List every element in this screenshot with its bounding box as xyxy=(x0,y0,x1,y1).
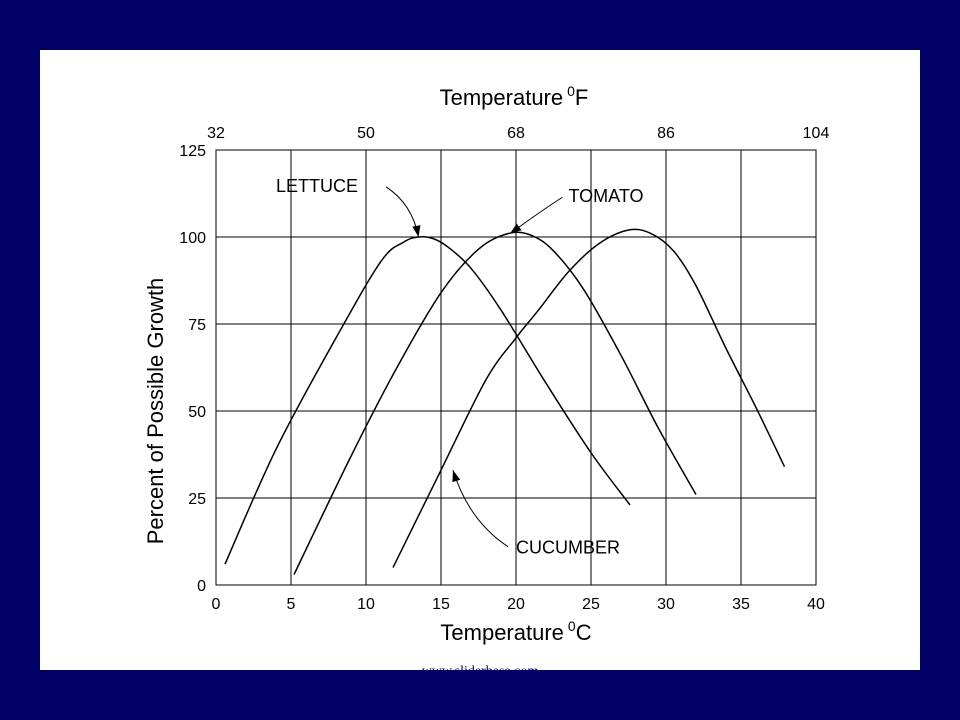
x-tick-label: 30 xyxy=(657,596,675,613)
x-tick-label: 5 xyxy=(287,596,296,613)
y-tick-label: 75 xyxy=(188,317,206,334)
top-axis-tick-labels: 32 50 68 86 104 xyxy=(207,125,829,142)
series-lines xyxy=(224,228,786,575)
annotation-leader xyxy=(385,186,419,238)
plot-frame xyxy=(215,149,817,586)
series-line-lettuce xyxy=(224,236,631,565)
top-axis-title-degree: 0 xyxy=(567,83,575,99)
series-line-cucumber xyxy=(392,228,786,568)
growth-chart: 0 5 10 15 20 25 30 35 40 0 25 50 75 100 125 32 50 68 86 1… xyxy=(143,83,829,645)
top-axis-title: Temperature 0F xyxy=(440,83,589,110)
top-tick-label: 104 xyxy=(803,125,830,142)
top-tick-label: 32 xyxy=(207,125,225,142)
annotation-leader xyxy=(452,470,509,548)
x-tick-label: 35 xyxy=(732,596,750,613)
annotation-arrowhead xyxy=(412,225,421,237)
x-tick-label: 20 xyxy=(507,596,525,613)
y-tick-label: 25 xyxy=(188,491,206,508)
x-tick-label: 25 xyxy=(582,596,600,613)
top-axis-title-unit: F xyxy=(575,85,588,110)
x-tick-label: 15 xyxy=(432,596,450,613)
y-tick-label: 100 xyxy=(179,230,206,247)
annotation-arrowhead xyxy=(452,470,461,483)
annotation-label-tomato: TOMATO xyxy=(569,186,644,206)
grid xyxy=(215,149,817,586)
y-tick-label: 50 xyxy=(188,404,206,421)
y-tick-labels: 0 25 50 75 100 125 xyxy=(179,143,206,595)
annotation-label-cucumber: CUCUMBER xyxy=(516,538,620,558)
y-tick-label: 0 xyxy=(197,578,206,595)
bottom-axis-title-text: Temperature xyxy=(440,620,564,645)
series-line-tomato xyxy=(293,231,697,575)
y-tick-label: 125 xyxy=(179,143,206,160)
x-tick-labels: 0 5 10 15 20 25 30 35 40 xyxy=(212,596,825,613)
top-tick-label: 86 xyxy=(657,125,675,142)
bottom-axis-title-unit: C xyxy=(576,620,592,645)
top-axis-title-text: Temperature xyxy=(440,85,564,110)
top-tick-label: 68 xyxy=(507,125,525,142)
watermark-text: www.sliderbase.com xyxy=(421,664,539,679)
x-tick-label: 0 xyxy=(212,596,221,613)
x-tick-label: 10 xyxy=(357,596,375,613)
annotation-label-lettuce: LETTUCE xyxy=(276,176,358,196)
y-axis-title: Percent of Possible Growth xyxy=(143,278,168,545)
bottom-axis-title-degree: 0 xyxy=(568,618,576,634)
bottom-axis-title: Temperature 0C xyxy=(440,618,591,645)
annotations: LETTUCE TOMATO CUCUMBER xyxy=(276,176,644,558)
slide-background xyxy=(40,50,920,670)
top-tick-label: 50 xyxy=(357,125,375,142)
x-tick-label: 40 xyxy=(807,596,825,613)
annotation-arrowhead xyxy=(510,223,522,234)
